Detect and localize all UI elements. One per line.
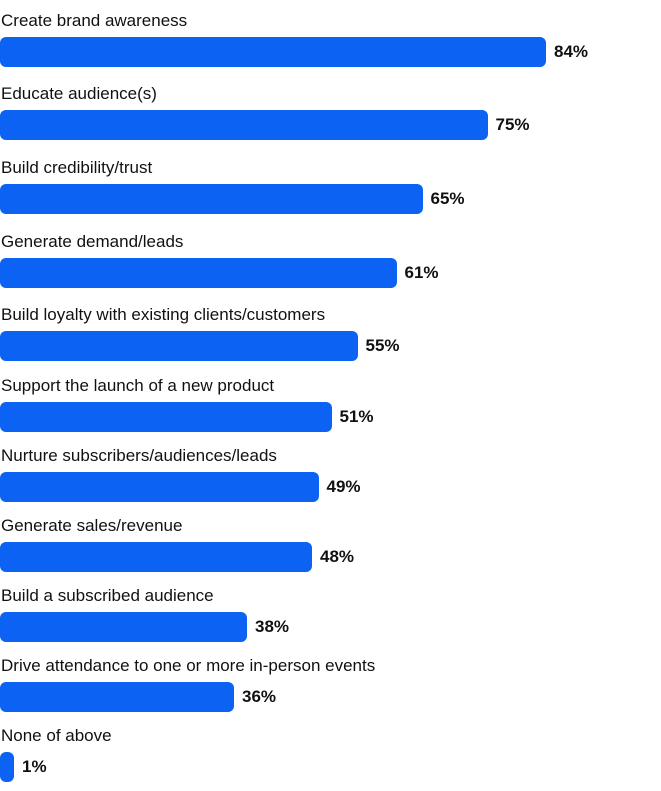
bar <box>0 682 234 712</box>
category-label: Create brand awareness <box>1 11 188 30</box>
category-label: Build credibility/trust <box>1 158 153 177</box>
category-label: Drive attendance to one or more in-perso… <box>1 656 376 675</box>
category-label: Build loyalty with existing clients/cust… <box>1 305 326 324</box>
value-label: 84% <box>554 42 589 61</box>
value-label: 65% <box>430 189 465 208</box>
bar <box>0 542 312 572</box>
category-label: None of above <box>1 726 112 745</box>
value-label: 61% <box>404 263 439 282</box>
category-label: Educate audience(s) <box>1 84 157 103</box>
bar <box>0 472 319 502</box>
value-label: 51% <box>339 407 374 426</box>
value-label: 55% <box>365 336 400 355</box>
bar <box>0 752 14 782</box>
bar <box>0 258 397 288</box>
bar <box>0 612 247 642</box>
bar <box>0 110 488 140</box>
bar <box>0 37 546 67</box>
value-label: 49% <box>326 477 361 496</box>
value-label: 36% <box>242 687 277 706</box>
bar <box>0 402 332 432</box>
category-label: Nurture subscribers/audiences/leads <box>1 446 277 465</box>
value-label: 75% <box>495 115 530 134</box>
category-label: Generate demand/leads <box>1 232 184 251</box>
category-label: Support the launch of a new product <box>1 376 275 395</box>
category-label: Generate sales/revenue <box>1 516 183 535</box>
bar <box>0 184 423 214</box>
category-label: Build a subscribed audience <box>1 586 214 605</box>
value-label: 1% <box>22 757 47 776</box>
bar <box>0 331 358 361</box>
value-label: 38% <box>255 617 290 636</box>
value-label: 48% <box>320 547 355 566</box>
